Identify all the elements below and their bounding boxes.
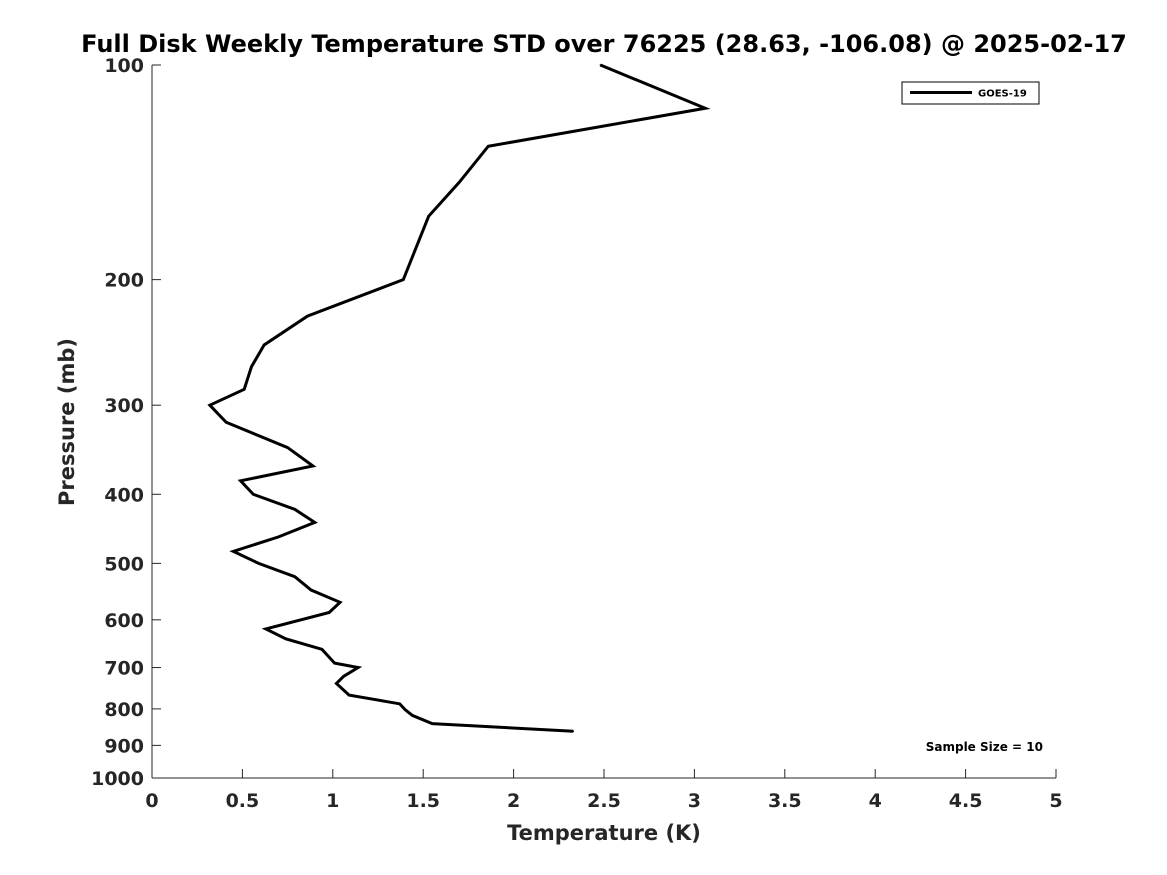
data-point [294,508,296,511]
y-tick-label: 800 [104,699,144,721]
x-tick-label: 0 [145,790,158,812]
x-axis-label: Temperature (K) [507,821,701,845]
x-tick-label: 1 [326,790,339,812]
y-tick-label: 1000 [91,768,144,790]
data-point [243,388,246,391]
y-tick-label: 900 [104,735,144,757]
data-point [411,714,414,717]
data-point [328,611,330,614]
x-tick-label: 2 [507,790,520,812]
data-point [277,536,280,538]
data-point [250,365,253,368]
data-point [257,562,260,565]
data-point [286,446,289,449]
data-point [458,181,461,183]
data-point [313,521,316,524]
data-point [339,601,341,604]
x-tick-label: 3.5 [768,790,802,812]
data-point [335,682,338,685]
data-point [599,64,602,66]
legend: GOES-19 [901,81,1040,105]
data-point [310,589,312,591]
y-axis-label: Pressure (mb) [55,338,79,506]
legend-label-goes19: GOES-19 [978,89,1027,100]
data-point [398,703,401,705]
data-point [348,694,350,696]
y-tick-label: 600 [104,610,144,632]
data-point [357,666,359,669]
x-tick-label: 2.5 [587,790,621,812]
data-point [209,404,211,406]
data-point [263,344,265,346]
y-tick-label: 500 [104,553,144,575]
data-point [431,722,434,725]
x-axis: 0 0.5 1 1.5 2 2.5 3 3.5 4 4.5 5 [145,769,1063,812]
y-tick-label: 100 [104,55,144,77]
series-line-goes19 [207,63,711,733]
y-tick-label: 700 [104,658,144,680]
data-point [239,480,242,482]
data-point [252,493,255,496]
data-point [312,465,314,467]
data-point [704,107,707,110]
data-point [342,675,345,678]
data-point [265,628,267,630]
y-tick-label: 400 [104,484,144,506]
x-tick-label: 0.5 [226,790,260,812]
data-point [404,708,406,711]
data-point [402,278,405,281]
y-tick-label: 300 [104,395,144,417]
data-point [572,730,575,733]
plot-area [152,65,1056,778]
data-point [232,550,235,553]
data-point [284,638,287,640]
x-tick-label: 5 [1049,790,1062,812]
data-point [225,421,227,424]
data-point [294,575,296,578]
x-tick-label: 3 [688,790,701,812]
x-tick-label: 4 [869,790,882,812]
x-tick-label: 4.5 [949,790,983,812]
data-point [427,215,430,218]
data-point [306,315,309,317]
sample-size-annotation: Sample Size = 10 [926,740,1043,754]
data-point [487,145,490,148]
y-axis: 100 200 300 400 500 600 700 800 900 1000 [91,55,161,790]
chart-title: Full Disk Weekly Temperature STD over 76… [81,30,1127,58]
data-point [321,648,323,651]
series-layer [207,63,711,733]
x-tick-label: 1.5 [406,790,440,812]
data-point [333,662,336,664]
y-tick-label: 200 [104,270,144,292]
